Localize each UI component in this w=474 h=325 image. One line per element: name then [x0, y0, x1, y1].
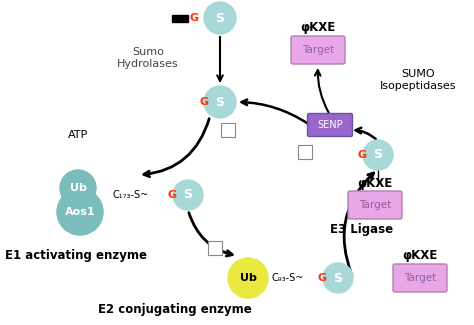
Text: SUMO
Isopeptidases: SUMO Isopeptidases: [380, 69, 456, 91]
Text: Aos1: Aos1: [64, 207, 95, 217]
Text: SENP: SENP: [317, 120, 343, 130]
Text: G: G: [200, 97, 209, 107]
Circle shape: [57, 189, 103, 235]
Text: φKXE: φKXE: [301, 21, 336, 34]
Text: Ub: Ub: [239, 273, 256, 283]
Bar: [221, 123, 235, 137]
Circle shape: [204, 86, 236, 118]
Text: G: G: [318, 273, 327, 283]
Circle shape: [323, 263, 353, 293]
Bar: [208, 241, 222, 255]
Circle shape: [204, 2, 236, 34]
Text: E2 conjugating enzyme: E2 conjugating enzyme: [98, 304, 252, 317]
Bar: [172, 15, 188, 22]
Circle shape: [60, 170, 96, 206]
Circle shape: [173, 180, 203, 210]
Text: Sumo
Hydrolases: Sumo Hydrolases: [117, 47, 179, 69]
Text: S: S: [216, 96, 225, 109]
Text: S: S: [374, 149, 383, 162]
Bar: [355, 191, 369, 205]
Text: Target: Target: [302, 45, 334, 55]
Circle shape: [363, 140, 393, 170]
Text: G: G: [167, 190, 176, 200]
Text: Target: Target: [404, 273, 436, 283]
Circle shape: [228, 258, 268, 298]
FancyBboxPatch shape: [291, 36, 345, 64]
Text: G: G: [190, 13, 199, 23]
Text: φKXE: φKXE: [402, 249, 438, 262]
Text: ATP: ATP: [68, 130, 88, 140]
Text: G: G: [357, 150, 366, 160]
Text: S: S: [183, 188, 192, 202]
FancyBboxPatch shape: [393, 264, 447, 292]
Text: C₉₃-S~: C₉₃-S~: [272, 273, 304, 283]
Text: φKXE: φKXE: [357, 176, 392, 189]
FancyBboxPatch shape: [348, 191, 402, 219]
FancyBboxPatch shape: [308, 113, 353, 136]
Text: Target: Target: [359, 200, 391, 210]
Text: C₁₇₃-S~: C₁₇₃-S~: [113, 190, 149, 200]
Text: S: S: [334, 271, 343, 284]
Text: S: S: [216, 11, 225, 24]
Text: Ub: Ub: [70, 183, 86, 193]
Bar: [298, 145, 312, 159]
Text: E1 activating enzyme: E1 activating enzyme: [5, 249, 147, 262]
Text: E3 Ligase: E3 Ligase: [330, 224, 393, 237]
